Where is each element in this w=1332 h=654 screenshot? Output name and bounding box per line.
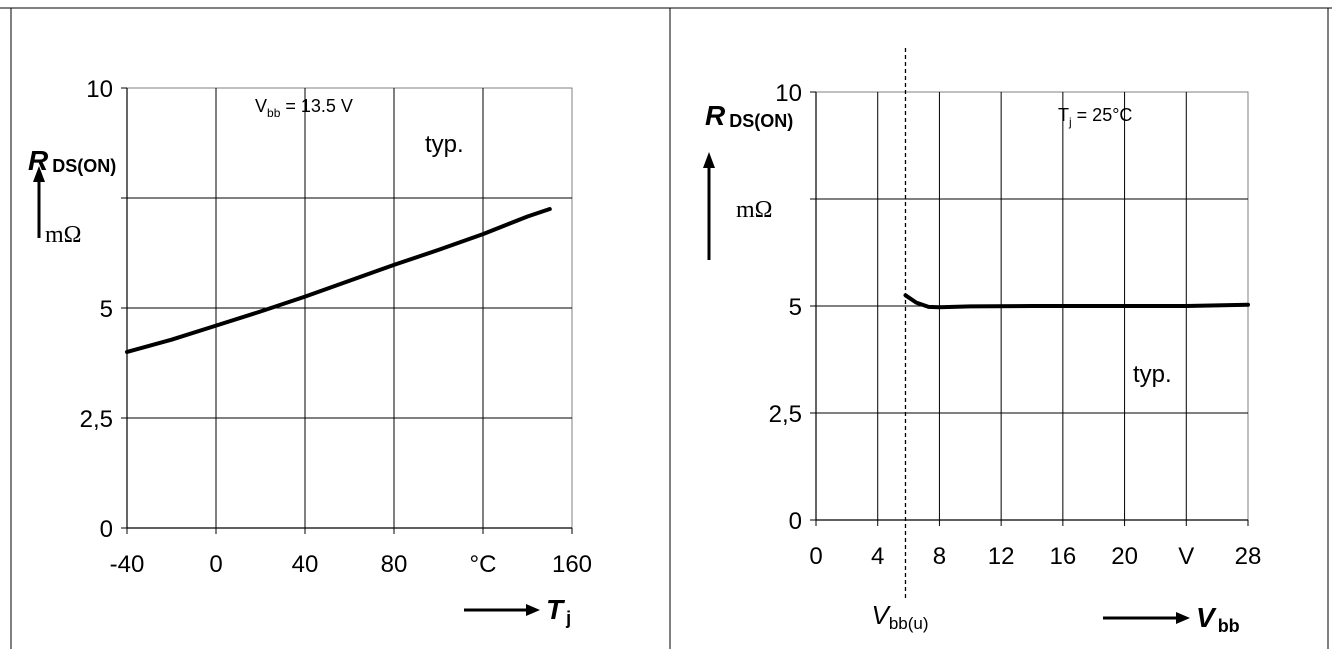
y-axis-label: R DS(ON) bbox=[28, 145, 116, 176]
x-axis-arrowhead bbox=[1176, 612, 1190, 624]
chart-left: -40 0 40 80 °C 160 0 2,5 5 10 R DS(ON) mΩ T j Vbb = 13.… bbox=[28, 76, 592, 628]
x-tick-label: V bbox=[1178, 543, 1194, 570]
y-axis-label: R DS(ON) bbox=[705, 100, 793, 131]
y-axis-arrowhead bbox=[703, 152, 715, 168]
series-line bbox=[903, 293, 1250, 310]
x-tick-label: -40 bbox=[110, 551, 145, 578]
y-axis-unit: mΩ bbox=[45, 222, 82, 248]
typ-annotation: typ. bbox=[425, 131, 464, 158]
condition-annotation: Vbb = 13.5 V bbox=[255, 96, 353, 120]
threshold-label: Vbb(u) bbox=[871, 600, 928, 633]
typ-annotation: typ. bbox=[1133, 361, 1172, 388]
x-tick-label: 28 bbox=[1235, 543, 1262, 570]
x-axis-arrowhead bbox=[526, 604, 540, 616]
x-tick-label: 12 bbox=[988, 543, 1015, 570]
x-tick-label: 20 bbox=[1111, 543, 1138, 570]
condition-annotation: Tj = 25°C bbox=[1058, 105, 1132, 129]
x-tick-label: 8 bbox=[933, 543, 946, 570]
y-tick-label: 5 bbox=[789, 294, 802, 321]
y-tick-label: 0 bbox=[789, 508, 802, 535]
x-tick-label: °C bbox=[470, 551, 497, 578]
y-axis-unit: mΩ bbox=[736, 197, 773, 223]
x-tick-label: 4 bbox=[871, 543, 884, 570]
y-axis-arrowhead bbox=[33, 166, 45, 182]
y-tick-label: 5 bbox=[100, 296, 113, 323]
y-tick-label: 10 bbox=[86, 76, 113, 103]
y-tick-label: 10 bbox=[775, 80, 802, 107]
x-tick-label: 0 bbox=[809, 543, 822, 570]
x-tick-label: 40 bbox=[292, 551, 319, 578]
x-tick-label: 0 bbox=[209, 551, 222, 578]
y-tick-label: 2,5 bbox=[80, 406, 113, 433]
y-tick-label: 2,5 bbox=[769, 401, 802, 428]
x-tick-label: 16 bbox=[1050, 543, 1077, 570]
x-tick-label: 160 bbox=[552, 551, 592, 578]
chart-right: 0 4 8 12 16 20 V 28 0 2,5 5 10 Vbb(u) R DS(ON) mΩ V bb Tj … bbox=[703, 48, 1261, 636]
x-tick-label: 80 bbox=[381, 551, 408, 578]
series-line bbox=[125, 207, 552, 354]
y-tick-label: 0 bbox=[100, 516, 113, 543]
